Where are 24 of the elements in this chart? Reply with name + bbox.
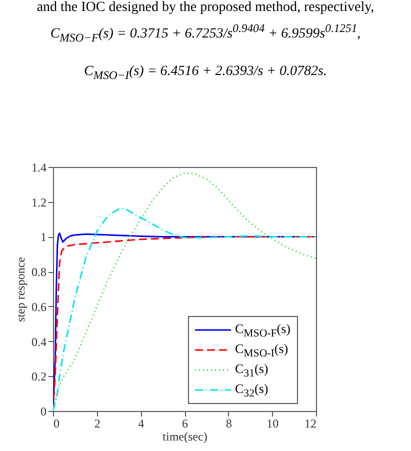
- y-tick-label: 1.4: [32, 160, 46, 174]
- x-tick-label: 12: [304, 416, 316, 430]
- y-tick-label: 0: [40, 404, 46, 418]
- text: C$_{MSO−F}$(s) = 0.3715 + 6.7253/s$^{0.9404}$ + 6.9599s$^{0.1251}$,: [49, 22, 362, 44]
- y-tick-label: 1.2: [32, 195, 46, 210]
- x-tick-label: 10: [266, 416, 279, 430]
- x-axis-title: time(sec): [162, 430, 208, 444]
- x-tick-label: 2: [94, 416, 100, 430]
- y-tick-label: 0.2: [32, 370, 46, 384]
- x-tick-label: 6: [182, 416, 188, 430]
- y-tick-label: 0.8: [32, 265, 46, 280]
- text: C$_{MSO−I}$(s) = 6.4516 + 2.6393/s + 0.0782s.: [83, 64, 328, 82]
- text: and the IOC designed by the proposed method, respectively,: [36, 0, 376, 16]
- y-tick-label: 1: [40, 230, 46, 244]
- x-tick-label: 8: [226, 416, 232, 430]
- y-axis-title: step responce: [14, 257, 28, 322]
- legend-label: C$_{32}$(s): [235, 380, 268, 400]
- legend-label: C$_{31}$(s): [235, 360, 268, 380]
- x-tick-label: 4: [138, 416, 144, 430]
- y-tick-label: 0.4: [32, 334, 46, 349]
- legend-label: C$_{MSO-F}$(s): [235, 320, 290, 340]
- y-tick-label: 0.6: [32, 300, 46, 314]
- x-tick-label: 0: [54, 416, 60, 430]
- legend-label: C$_{MSO-I}$(s): [235, 340, 288, 360]
